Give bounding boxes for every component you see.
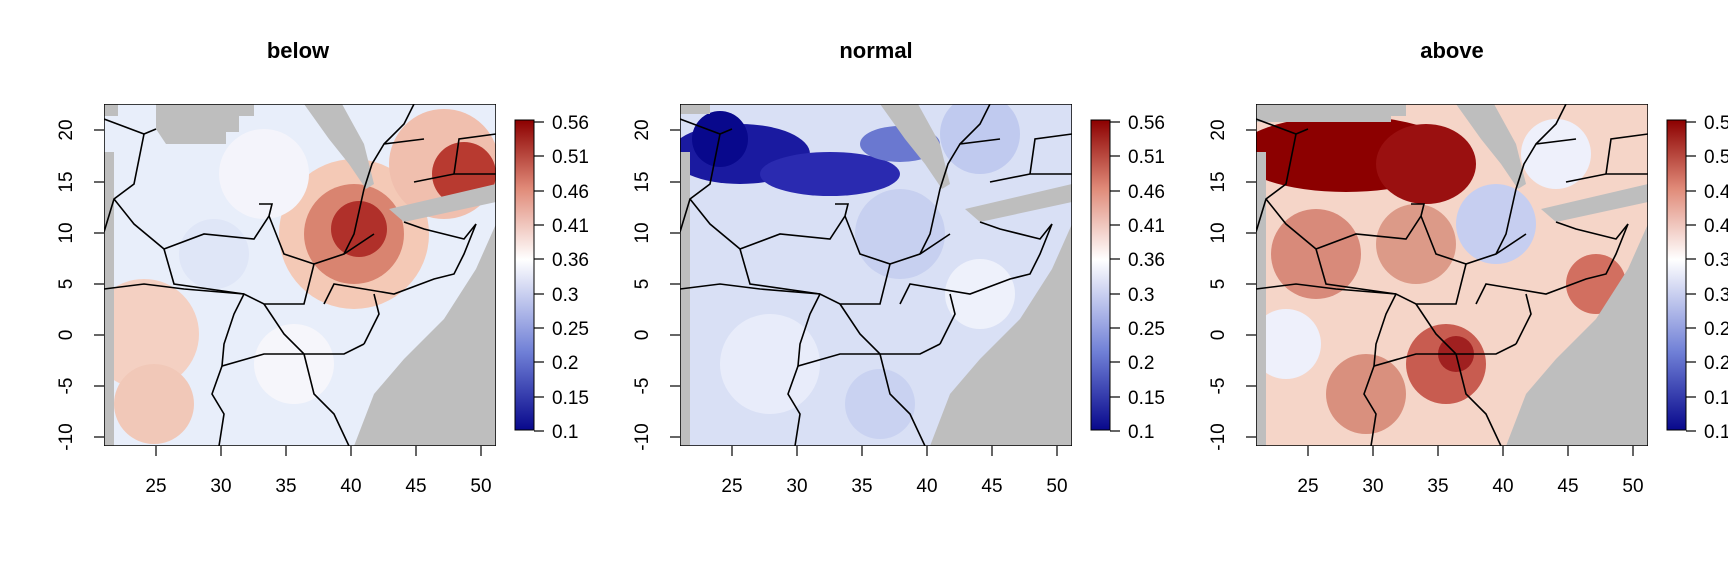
colorbar-tick-label: 0.2 (552, 353, 578, 374)
heatmap-blobs (1256, 116, 1626, 434)
y-tick-label: 10 (632, 222, 653, 243)
colorbar-tick-label: 0.51 (1704, 147, 1728, 168)
colorbar-tick-label: 0.36 (552, 250, 589, 271)
colorbar-tick-label: 0.25 (552, 319, 589, 340)
colorbar-tick-label: 0.56 (1128, 113, 1165, 134)
colorbar-ticks (1110, 121, 1120, 432)
colorbar-tick-label: 0.25 (1128, 319, 1165, 340)
colorbar-tick-label: 0.15 (1128, 388, 1165, 409)
y-tick-label: 20 (1208, 119, 1229, 140)
x-tick-label: 40 (1492, 476, 1513, 497)
x-tick-label: 50 (1622, 476, 1643, 497)
colorbar-tick-label: 0.2 (1128, 353, 1154, 374)
x-tick-label: 45 (1557, 476, 1578, 497)
y-axis (94, 129, 104, 438)
y-tick-label: -5 (1208, 378, 1229, 395)
y-tick-label: 5 (1208, 279, 1229, 290)
y-tick-label: 0 (632, 330, 653, 341)
panel-normal: normal (632, 38, 1165, 497)
colorbar-tick-label: 0.2 (1704, 353, 1728, 374)
colorbar-tick-label: 0.3 (1704, 285, 1728, 306)
y-tick-label: 15 (632, 171, 653, 192)
x-tick-label: 25 (145, 476, 166, 497)
x-axis (1307, 446, 1634, 456)
colorbar-tick-label: 0.56 (552, 113, 589, 134)
y-tick-label: 15 (1208, 171, 1229, 192)
colorbar-tick-label: 0.51 (1128, 147, 1165, 168)
x-tick-label: 25 (721, 476, 742, 497)
y-tick-label: 0 (56, 330, 77, 341)
y-tick-label: 20 (632, 119, 653, 140)
colorbar-ticks (534, 121, 544, 432)
colorbar-tick-label: 0.46 (1704, 182, 1728, 203)
panel-below: below (56, 38, 589, 497)
panel-title: above (1420, 38, 1484, 63)
y-tick-label: -10 (632, 423, 653, 450)
x-axis (731, 446, 1058, 456)
colorbar-ticks (1686, 121, 1696, 432)
x-tick-label: 50 (1046, 476, 1067, 497)
x-tick-label: 35 (1427, 476, 1448, 497)
colorbar-gradient (1090, 119, 1111, 431)
colorbar: 0.56 0.51 0.46 0.41 0.36 0.3 0.25 0.2 0.… (1666, 113, 1728, 443)
colorbar-tick-label: 0.3 (552, 285, 578, 306)
colorbar-tick-label: 0.56 (1704, 113, 1728, 134)
y-tick-label: 5 (632, 279, 653, 290)
colorbar: 0.56 0.51 0.46 0.41 0.36 0.3 0.25 0.2 0.… (514, 113, 589, 443)
x-tick-label: 45 (405, 476, 426, 497)
country-borders (104, 104, 496, 446)
x-tick-label: 50 (470, 476, 491, 497)
colorbar-tick-label: 0.15 (1704, 388, 1728, 409)
colorbar-tick-label: 0.3 (1128, 285, 1154, 306)
y-tick-label: 20 (56, 119, 77, 140)
x-tick-label: 35 (275, 476, 296, 497)
colorbar-tick-label: 0.46 (552, 182, 589, 203)
x-tick-label: 35 (851, 476, 872, 497)
map-area (1256, 104, 1648, 446)
x-tick-label: 45 (981, 476, 1002, 497)
colorbar-tick-label: 0.1 (1128, 422, 1154, 443)
colorbar-tick-label: 0.1 (552, 422, 578, 443)
y-tick-label: -5 (56, 378, 77, 395)
x-tick-label: 30 (786, 476, 807, 497)
colorbar-tick-label: 0.1 (1704, 422, 1728, 443)
country-borders (680, 104, 1072, 446)
colorbar-tick-label: 0.41 (552, 216, 589, 237)
colorbar-gradient (514, 119, 535, 431)
country-borders (1256, 104, 1648, 446)
x-tick-label: 30 (210, 476, 231, 497)
y-tick-label: 0 (1208, 330, 1229, 341)
y-axis (670, 129, 680, 438)
colorbar-tick-label: 0.51 (552, 147, 589, 168)
colorbar-tick-label: 0.36 (1128, 250, 1165, 271)
y-tick-label: 10 (1208, 222, 1229, 243)
y-tick-label: -5 (632, 378, 653, 395)
y-tick-label: -10 (56, 423, 77, 450)
colorbar-gradient (1666, 119, 1687, 431)
x-tick-label: 40 (916, 476, 937, 497)
panel-above: above (1208, 38, 1728, 497)
map-area (104, 104, 496, 446)
x-tick-label: 40 (340, 476, 361, 497)
x-tick-label: 25 (1297, 476, 1318, 497)
colorbar-tick-label: 0.36 (1704, 250, 1728, 271)
x-tick-label: 30 (1362, 476, 1383, 497)
y-axis (1246, 129, 1256, 438)
colorbar-tick-label: 0.41 (1128, 216, 1165, 237)
y-tick-label: 10 (56, 222, 77, 243)
panel-title: normal (839, 38, 912, 63)
colorbar-tick-label: 0.25 (1704, 319, 1728, 340)
y-tick-label: 5 (56, 279, 77, 290)
y-tick-label: -10 (1208, 423, 1229, 450)
panel-title: below (267, 38, 330, 63)
colorbar: 0.56 0.51 0.46 0.41 0.36 0.3 0.25 0.2 0.… (1090, 113, 1165, 443)
colorbar-tick-label: 0.46 (1128, 182, 1165, 203)
colorbar-tick-label: 0.41 (1704, 216, 1728, 237)
map-area (680, 104, 1072, 446)
y-tick-label: 15 (56, 171, 77, 192)
colorbar-tick-label: 0.15 (552, 388, 589, 409)
x-axis (155, 446, 482, 456)
